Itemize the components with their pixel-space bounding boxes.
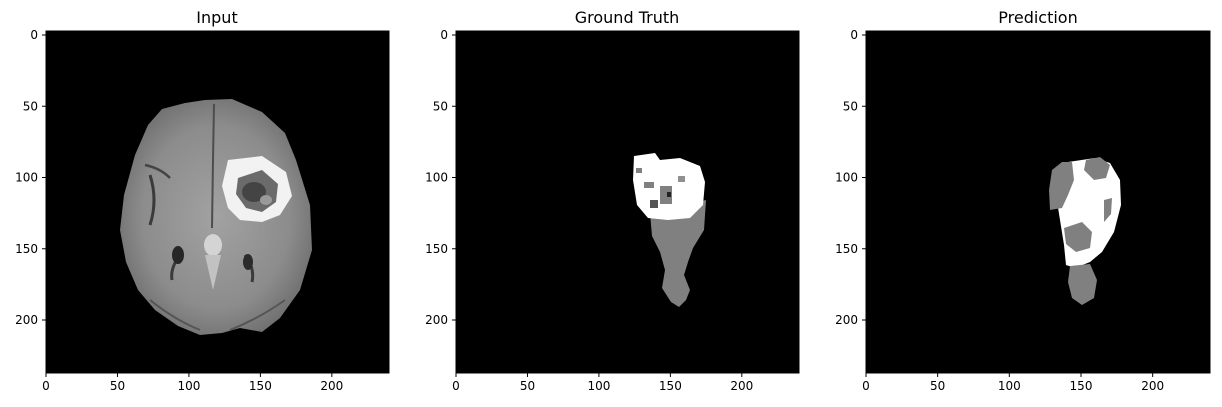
y-tick-label: 150 — [15, 242, 38, 256]
panel-title: Input — [196, 8, 237, 27]
brain-slice — [120, 99, 312, 335]
x-tick-label: 100 — [587, 379, 610, 393]
y-tick-label: 100 — [425, 171, 448, 185]
x-tick-label: 50 — [110, 379, 125, 393]
panel-title: Ground Truth — [575, 8, 680, 27]
x-tick-label: 150 — [1070, 379, 1093, 393]
y-tick-label: 50 — [23, 99, 38, 113]
image-input — [46, 31, 389, 373]
y-tick-label: 0 — [440, 28, 448, 42]
y-tick-label: 100 — [835, 171, 858, 185]
x-tick-label: 50 — [930, 379, 945, 393]
image-prediction — [866, 31, 1210, 373]
y-tick-label: 50 — [843, 99, 858, 113]
y-tick-label: 150 — [835, 242, 858, 256]
y-tick-label: 150 — [425, 242, 448, 256]
x-tick-label: 150 — [249, 379, 272, 393]
panel-title: Prediction — [998, 8, 1077, 27]
y-tick-label: 200 — [835, 313, 858, 327]
x-tick-label: 200 — [730, 379, 753, 393]
panel-input: Input — [45, 8, 390, 374]
x-tick-label: 0 — [452, 379, 460, 393]
y-tick-label: 0 — [850, 28, 858, 42]
x-tick-label: 200 — [320, 379, 343, 393]
y-tick-label: 100 — [15, 171, 38, 185]
panel-ground-truth: Ground Truth — [455, 8, 800, 374]
y-tick-label: 0 — [30, 28, 38, 42]
x-tick-label: 100 — [998, 379, 1021, 393]
mask-gray-region — [650, 200, 706, 307]
y-tick-label: 50 — [433, 99, 448, 113]
y-tick-label: 200 — [425, 313, 448, 327]
image-ground-truth — [456, 31, 799, 373]
panel-prediction: Prediction — [865, 8, 1211, 374]
tumor-lesion — [222, 156, 292, 222]
x-tick-label: 200 — [1141, 379, 1164, 393]
y-tick-label: 200 — [15, 313, 38, 327]
x-tick-label: 50 — [520, 379, 535, 393]
x-tick-label: 150 — [659, 379, 682, 393]
x-tick-label: 100 — [177, 379, 200, 393]
x-tick-label: 0 — [862, 379, 870, 393]
x-tick-label: 0 — [42, 379, 50, 393]
